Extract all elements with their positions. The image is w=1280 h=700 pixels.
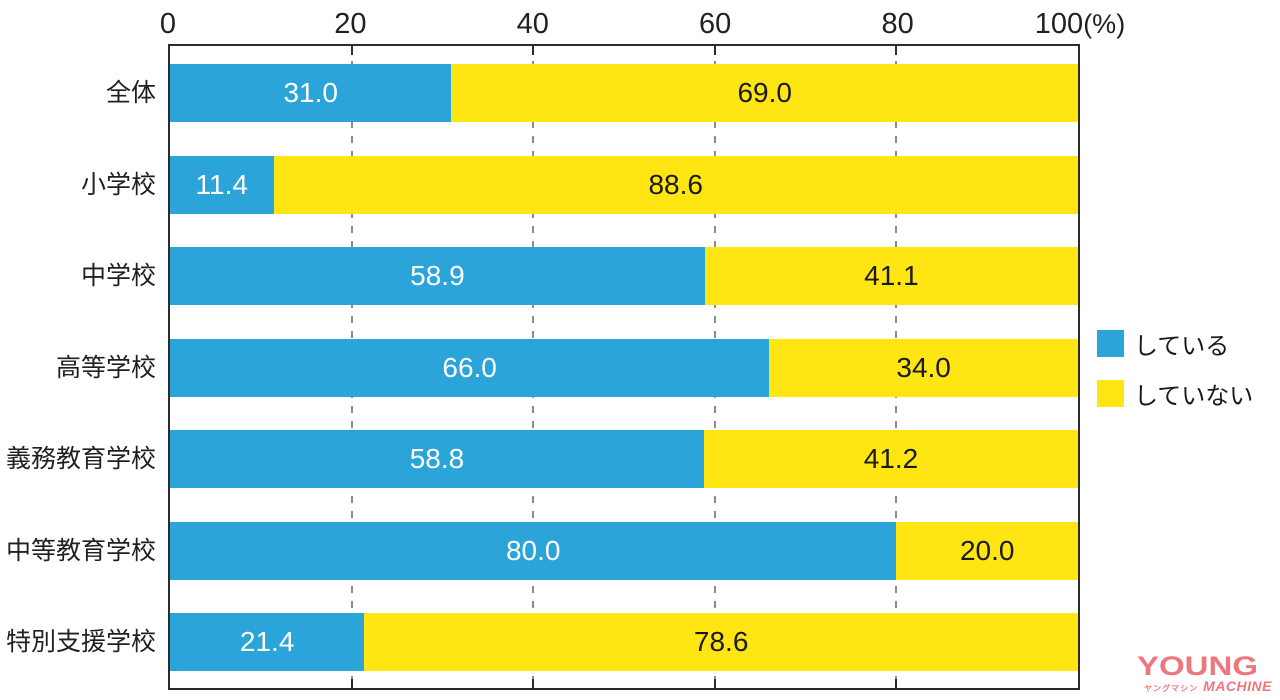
bar-value-label: 58.9 — [410, 260, 465, 291]
young-machine-watermark: YOUNG ヤングマシン MACHINE — [1137, 652, 1272, 693]
bar-row: 中等教育学校 80.0 20.0 — [6, 521, 1078, 580]
bar-value-label: 78.6 — [693, 626, 749, 657]
bar-segment-blue: 66.0 — [170, 338, 770, 397]
bar-value-label: 11.4 — [195, 168, 248, 200]
x-axis-tick-label: 100(%) — [1034, 8, 1126, 40]
x-axis-unit-label: (%) — [1083, 9, 1126, 39]
bar-value-label: 69.0 — [737, 77, 792, 108]
bar-segment-yellow: 69.0 — [451, 64, 1078, 122]
axis-tick-mark — [713, 679, 716, 688]
axis-tick-mark — [350, 679, 353, 688]
bar-segment-yellow: 41.1 — [704, 247, 1078, 305]
bar-segment-blue: 58.9 — [170, 247, 705, 305]
x-axis-tick-label: 0 — [159, 8, 177, 40]
bar-value-label: 21.4 — [239, 626, 295, 657]
bar-value-label: 20.0 — [959, 534, 1015, 566]
bar-value-label: 34.0 — [896, 351, 951, 383]
axis-tick-mark — [350, 46, 353, 55]
legend-swatch-blue-icon — [1097, 330, 1124, 357]
bar-segment-blue: 58.8 — [170, 430, 704, 488]
category-label: 全体 — [105, 79, 156, 107]
category-label: 特別支援学校 — [5, 628, 156, 656]
bar-value-label: 88.6 — [648, 168, 703, 200]
bar-row: 特別支援学校 21.4 78.6 — [6, 613, 1078, 671]
bar-row: 高等学校 66.0 34.0 — [56, 338, 1078, 397]
bar-row: 中学校 58.9 41.1 — [81, 247, 1078, 305]
bar-value-label: 41.1 — [864, 260, 919, 291]
bar-segment-blue: 80.0 — [170, 521, 897, 580]
category-label: 義務教育学校 — [5, 445, 156, 473]
bar-segment-blue: 11.4 — [170, 155, 274, 214]
bar-value-label: 41.2 — [863, 443, 919, 474]
category-label: 中等教育学校 — [5, 536, 156, 565]
bar-segment-blue: 21.4 — [170, 613, 365, 671]
axis-tick-mark — [895, 679, 898, 688]
bar-value-label: 31.0 — [283, 77, 338, 108]
category-label: 中学校 — [80, 262, 156, 290]
plot-area: 全体 31.0 69.0 小学校 11.4 88.6 中学校 58.9 41.1 高等学校 66.0… — [6, 44, 1080, 690]
category-label: 高等学校 — [55, 353, 156, 382]
axis-tick-mark — [895, 46, 898, 55]
axis-tick-mark — [532, 679, 535, 688]
bar-row: 全体 31.0 69.0 — [106, 64, 1078, 122]
x-axis-tick-label: 20 — [334, 8, 367, 40]
legend: している していない — [1097, 326, 1253, 411]
x-axis-tick-label: 80 — [881, 8, 914, 40]
legend-swatch-yellow-icon — [1097, 380, 1124, 407]
bar-row: 義務教育学校 58.8 41.2 — [6, 430, 1078, 488]
bar-segment-yellow: 20.0 — [896, 521, 1078, 580]
axis-tick-mark — [532, 46, 535, 55]
legend-item-shiteiru: している — [1097, 326, 1253, 361]
bar-segment-yellow: 78.6 — [364, 613, 1078, 671]
legend-label: していない — [1134, 383, 1254, 410]
x-axis-labels: 0 20 40 60 80 100(%) — [160, 6, 1125, 42]
bar-value-label: 66.0 — [442, 351, 497, 383]
bar-segment-blue: 31.0 — [170, 64, 452, 122]
bar-value-label: 80.0 — [505, 534, 561, 566]
logo-katakana-text: ヤングマシン — [1144, 684, 1199, 693]
x-axis-tick-label: 40 — [516, 8, 549, 40]
bar-value-label: 58.8 — [409, 443, 465, 474]
logo-machine-text: MACHINE — [1203, 678, 1272, 694]
logo-young-text: YOUNG — [1137, 650, 1259, 681]
legend-label: している — [1134, 333, 1230, 360]
axis-tick-mark — [713, 46, 716, 55]
category-label: 小学校 — [80, 170, 156, 199]
bar-segment-yellow: 34.0 — [769, 338, 1078, 397]
bar-segment-yellow: 88.6 — [273, 155, 1078, 214]
x-axis-tick-label: 60 — [699, 8, 732, 40]
legend-item-shiteinai: していない — [1097, 376, 1253, 411]
bar-segment-yellow: 41.2 — [703, 430, 1078, 488]
bar-row: 小学校 11.4 88.6 — [81, 155, 1078, 214]
